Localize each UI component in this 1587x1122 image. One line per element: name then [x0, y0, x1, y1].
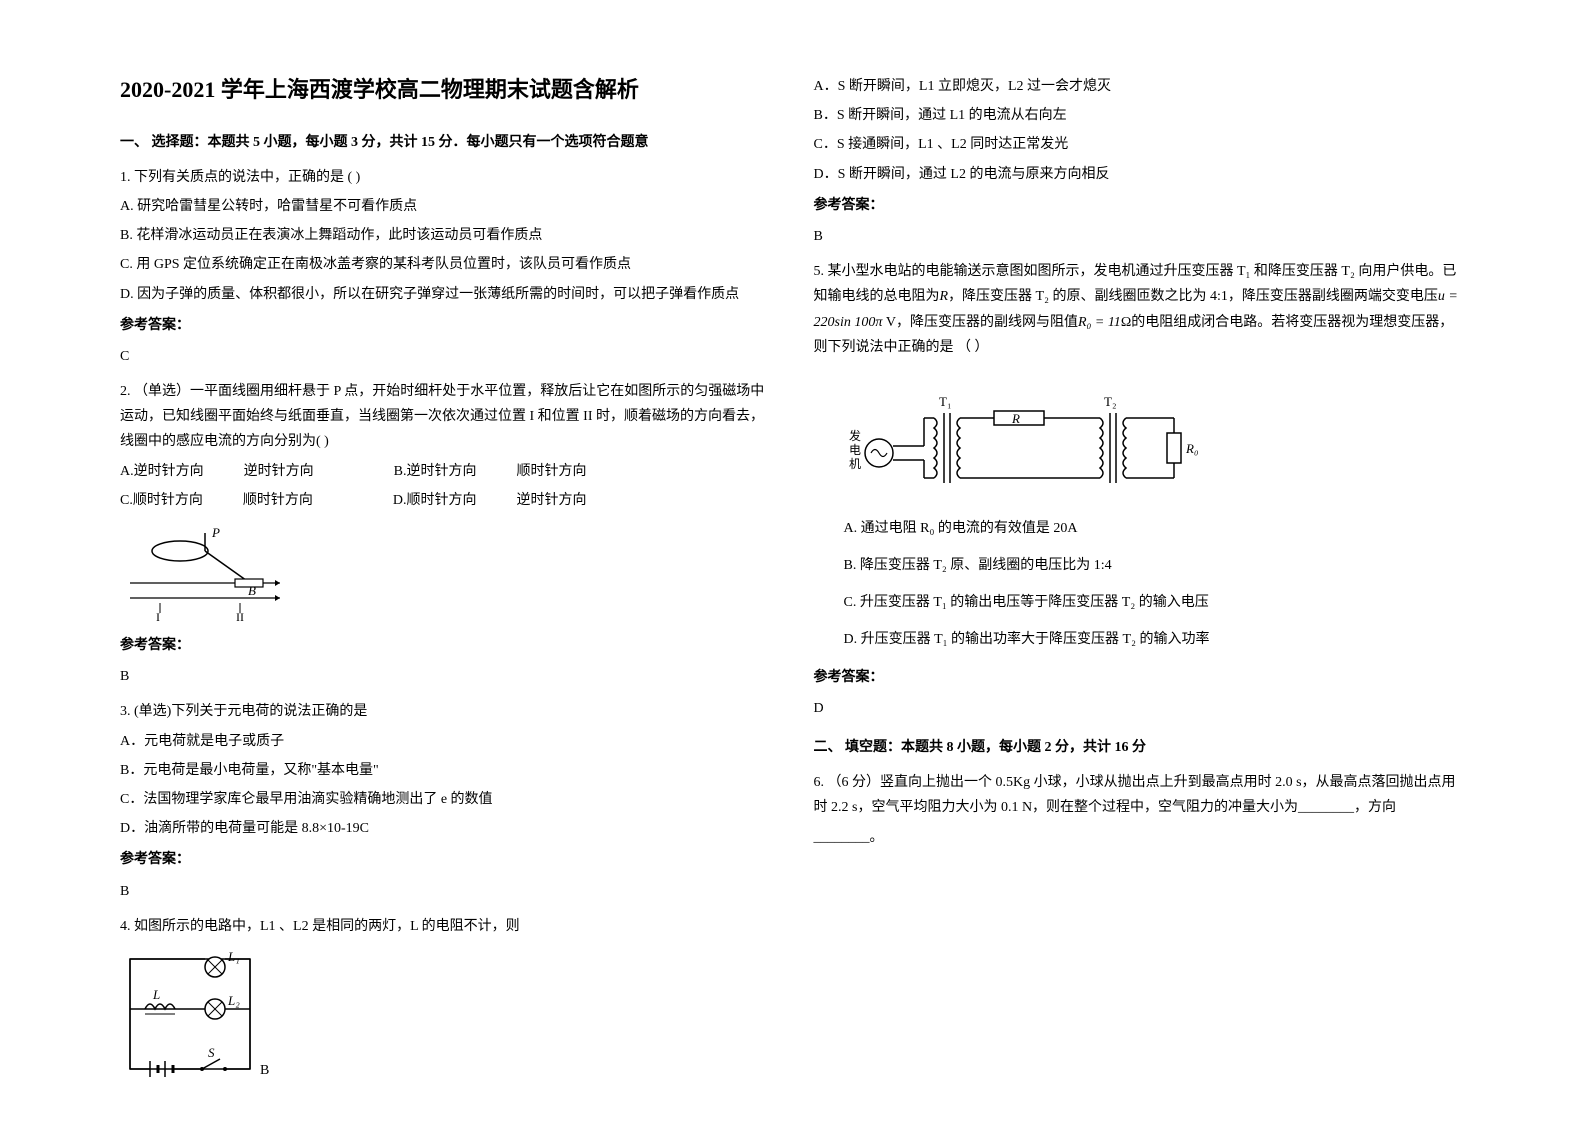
- q2-answer: B: [120, 664, 774, 689]
- question-5: 5. 某小型水电站的电能输送示意图如图所示，发电机通过升压变压器 T₁ 和降压变…: [814, 259, 1468, 721]
- q4-opt-d: D．S 断开瞬间，通过 L2 的电流与原来方向相反: [814, 162, 1468, 187]
- q4-diagram: L₁ L L₂ S: [120, 949, 774, 1079]
- q5-opt-b: B. 降压变压器 T₂ 原、副线圈的电压比为 1:4: [844, 553, 1468, 578]
- q2-diagram: P B I II: [120, 523, 774, 623]
- q1-opt-b: B. 花样滑冰运动员正在表演冰上舞蹈动作，此时该运动员可看作质点: [120, 223, 774, 248]
- question-6: 6. （6 分）竖直向上抛出一个 0.5Kg 小球，小球从抛出点上升到最高点用时…: [814, 770, 1468, 850]
- q5-svg-r0: R₀: [1185, 441, 1198, 456]
- q5-svg-gen1: 发: [849, 428, 861, 443]
- section-2-header: 二、 填空题：本题共 8 小题，每小题 2 分，共计 16 分: [814, 735, 1468, 760]
- q1-opt-d: D. 因为子弹的质量、体积都很小，所以在研究子弹穿过一张薄纸所需的时间时，可以把…: [120, 282, 774, 307]
- q2-answer-label: 参考答案：: [120, 633, 774, 658]
- q5-svg-gen2: 电: [849, 443, 861, 457]
- q4-answer-label: 参考答案：: [814, 193, 1468, 218]
- q5-svg-t1: T₁: [939, 394, 951, 409]
- q1-opt-c: C. 用 GPS 定位系统确定正在南极冰盖考察的某科考队员位置时，该队员可看作质…: [120, 252, 774, 277]
- right-column: A．S 断开瞬间，L1 立即熄灭，L2 过一会才熄灭 B．S 断开瞬间，通过 L…: [794, 70, 1488, 1052]
- q3-answer: B: [120, 879, 774, 904]
- q1-answer-label: 参考答案：: [120, 313, 774, 338]
- q2-svg-ii: II: [236, 610, 244, 623]
- question-3: 3. (单选)下列关于元电荷的说法正确的是 A．元电荷就是电子或质子 B．元电荷…: [120, 699, 774, 903]
- q3-opt-a: A．元电荷就是电子或质子: [120, 729, 774, 754]
- q1-opt-a: A. 研究哈雷彗星公转时，哈雷彗星不可看作质点: [120, 194, 774, 219]
- q3-opt-c: C．法国物理学家库仑最早用油滴实验精确地测出了 e 的数值: [120, 787, 774, 812]
- q2-row-ab: A.逆时针方向 逆时针方向 B.逆时针方向 顺时针方向: [120, 459, 774, 484]
- q5-opt-a-text: A. 通过电阻 R₀ 的电流的有效值是 20A: [844, 521, 1078, 536]
- q5-stem: 5. 某小型水电站的电能输送示意图如图所示，发电机通过升压变压器 T₁ 和降压变…: [814, 259, 1468, 360]
- question-2: 2. （单选）一平面线圈用细杆悬于 P 点，开始时细杆处于水平位置，释放后让它在…: [120, 379, 774, 689]
- q5-stem-p2: ，降压变压器 T₂ 的原、副线圈匝数之比为 4:1，降压变压器副线圈两端交变电压: [948, 289, 1438, 304]
- q1-stem: 1. 下列有关质点的说法中，正确的是 ( ): [120, 165, 774, 190]
- q2-svg-i: I: [156, 610, 160, 623]
- q5-opt-d: D. 升压变压器 T₁ 的输出功率大于降压变压器 T₂ 的输入功率: [844, 627, 1468, 652]
- q4-diagram-svg: L₁ L L₂ S: [120, 949, 290, 1079]
- question-4-options: A．S 断开瞬间，L1 立即熄灭，L2 过一会才熄灭 B．S 断开瞬间，通过 L…: [814, 74, 1468, 249]
- q4-opt-c: C．S 接通瞬间，L1 、L2 同时达正常发光: [814, 132, 1468, 157]
- q2-b-label: B.逆时针方向: [394, 459, 477, 484]
- q5-diagram: 发 电 机 T₁ R: [844, 378, 1468, 498]
- question-4: 4. 如图所示的电路中，L1 、L2 是相同的两灯，L 的电阻不计，则 L₁ L: [120, 914, 774, 1079]
- q2-d-label: D.顺时针方向: [393, 488, 477, 513]
- q5-stem-r0: R₀ = 11: [1078, 315, 1121, 330]
- q4-opt-a: A．S 断开瞬间，L1 立即熄灭，L2 过一会才熄灭: [814, 74, 1468, 99]
- q6-stem-p2: ________。: [814, 825, 1468, 850]
- q2-a-mid: 逆时针方向: [244, 459, 314, 484]
- q3-stem: 3. (单选)下列关于元电荷的说法正确的是: [120, 699, 774, 724]
- q4-svg-blabel: B: [260, 1063, 269, 1078]
- q3-opt-d: D．油滴所带的电荷量可能是 8.8×10-19C: [120, 816, 774, 841]
- q4-svg-l: L: [152, 987, 160, 1002]
- q2-diagram-svg: P B I II: [120, 523, 290, 623]
- q5-opt-c: C. 升压变压器 T₁ 的输出电压等于降压变压器 T₂ 的输入电压: [844, 590, 1468, 615]
- q3-answer-label: 参考答案：: [120, 847, 774, 872]
- q4-svg-l2: L₂: [227, 993, 240, 1008]
- q2-b-mid: 顺时针方向: [516, 459, 586, 484]
- q5-stem-r: R: [940, 289, 949, 304]
- q5-opt-a: A. 通过电阻 R₀ 的电流的有效值是 20A: [844, 516, 1468, 541]
- q5-svg-gen3: 机: [849, 457, 861, 471]
- q2-svg-p: P: [211, 525, 220, 540]
- q2-a-label: A.逆时针方向: [120, 459, 204, 484]
- q3-opt-b: B．元电荷是最小电荷量，又称"基本电量": [120, 758, 774, 783]
- q5-stem-uv: V，降压变压器的副线网与阻值: [882, 315, 1078, 330]
- q4-opt-b: B．S 断开瞬间，通过 L1 的电流从右向左: [814, 103, 1468, 128]
- q2-d-mid: 逆时针方向: [516, 488, 586, 513]
- q2-c-mid: 顺时针方向: [243, 488, 313, 513]
- q2-c-label: C.顺时针方向: [120, 488, 203, 513]
- q2-stem: 2. （单选）一平面线圈用细杆悬于 P 点，开始时细杆处于水平位置，释放后让它在…: [120, 379, 774, 455]
- q5-svg-t2: T₂: [1104, 394, 1116, 409]
- q2-row-cd: C.顺时针方向 顺时针方向 D.顺时针方向 逆时针方向: [120, 488, 774, 513]
- q5-answer: D: [814, 696, 1468, 721]
- q4-answer: B: [814, 224, 1468, 249]
- q6-stem-p1: 6. （6 分）竖直向上抛出一个 0.5Kg 小球，小球从抛出点上升到最高点用时…: [814, 770, 1468, 820]
- page-title: 2020-2021 学年上海西渡学校高二物理期末试题含解析: [120, 70, 774, 110]
- q4-svg-s: S: [208, 1045, 215, 1060]
- question-1: 1. 下列有关质点的说法中，正确的是 ( ) A. 研究哈雷彗星公转时，哈雷彗星…: [120, 165, 774, 369]
- q5-svg-r: R: [1011, 411, 1020, 426]
- q1-answer: C: [120, 344, 774, 369]
- left-column: 2020-2021 学年上海西渡学校高二物理期末试题含解析 一、 选择题：本题共…: [100, 70, 794, 1052]
- q4-svg-l1: L₁: [227, 949, 240, 964]
- q5-answer-label: 参考答案：: [814, 665, 1468, 690]
- q4-stem: 4. 如图所示的电路中，L1 、L2 是相同的两灯，L 的电阻不计，则: [120, 914, 774, 939]
- q5-diagram-svg: 发 电 机 T₁ R: [844, 378, 1224, 498]
- section-1-header: 一、 选择题：本题共 5 小题，每小题 3 分，共计 15 分．每小题只有一个选…: [120, 130, 774, 155]
